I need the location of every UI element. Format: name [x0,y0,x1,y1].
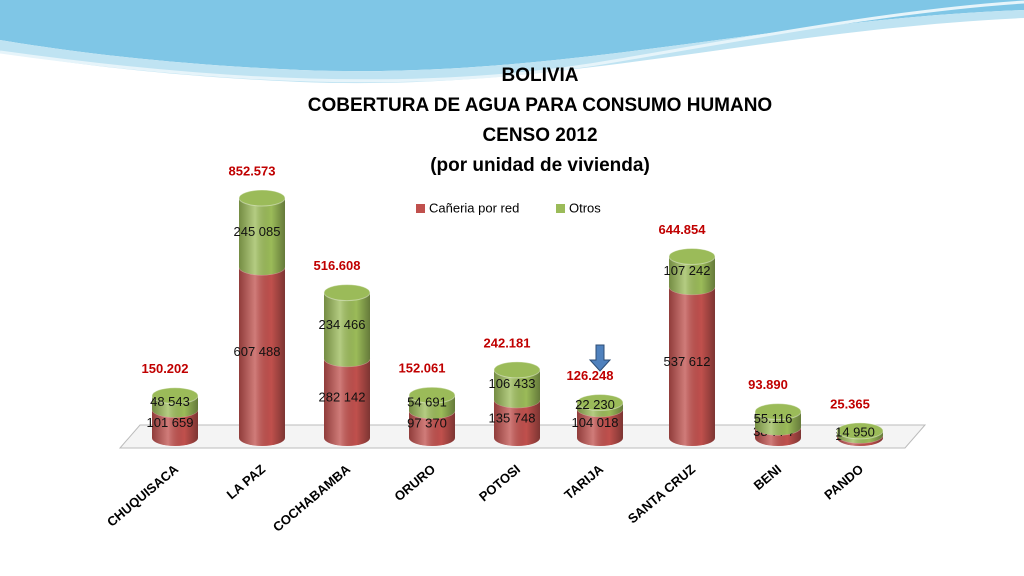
bar-cap [754,403,802,421]
total-label: 25.365 [830,396,870,411]
arrow [588,344,612,372]
chart-title: COBERTURA DE AGUA PARA CONSUMO HUMANO [308,95,772,116]
total-label: 152.061 [399,361,446,376]
x-tick-label: TARIJA [561,461,606,502]
bar-cap [323,284,371,302]
bar-shade [324,292,370,367]
value-label: 54 691 [407,394,447,409]
value-label: 107 242 [664,263,711,278]
x-tick-label: CHUQUISACA [104,461,182,530]
value-label: 106 433 [489,376,536,391]
value-label: 245 085 [234,224,281,239]
legend-label: Cañeria por red [429,200,519,215]
value-label: 135 748 [489,410,536,425]
bar-cap [836,422,884,440]
x-tick-label: LA PAZ [224,461,269,502]
value-label: 607 488 [234,344,281,359]
value-label: 234 466 [319,317,366,332]
bar-shade [152,409,198,446]
x-tick-label: BENI [751,461,784,492]
bar-shade [494,369,540,408]
value-label: 48 543 [150,394,190,409]
bar-cap [668,247,716,265]
total-label: 852.573 [229,163,276,178]
value-label: 101 659 [147,415,194,430]
legend-label: Otros [569,200,601,215]
total-label: 93.890 [748,377,788,392]
bar-shade [409,410,455,446]
value-label: 22 230 [575,397,615,412]
total-label: 150.202 [142,361,189,376]
total-label: 126.248 [567,368,614,383]
x-tick-label: PANDO [821,461,866,502]
bar-cap [238,189,286,207]
legend-swatch [556,204,565,213]
bar-cap [151,387,199,405]
bar-shade [494,399,540,446]
total-label: 516.608 [314,258,361,273]
x-tick-label: ORURO [391,461,438,504]
value-label: 537 612 [664,354,711,369]
chart-title: CENSO 2012 [482,125,597,146]
bar-shade [324,358,370,446]
x-tick-label: SANTA CRUZ [625,461,698,526]
bar-shade [239,266,285,446]
chart-title: BOLIVIA [501,65,578,86]
bar-shade [577,408,623,446]
legend-swatch [416,204,425,213]
bar-shade [239,198,285,275]
x-tick-label: POTOSI [476,461,523,504]
value-label: 14 950 [835,424,875,439]
bar-shade [669,256,715,295]
value-label: 282 142 [319,390,366,405]
value-label: 104 018 [572,415,619,430]
bar-cap [576,393,624,411]
total-label: 242.181 [484,335,531,350]
bar-cap [493,361,541,379]
value-label: 97 370 [407,416,447,431]
value-label: 55.116 [754,411,793,426]
x-tick-label: COCHABAMBA [270,461,354,535]
bar-shade [669,286,715,446]
total-label: 644.854 [659,222,707,237]
chart-title: (por unidad de vivienda) [430,155,650,176]
bar-cap [408,386,456,404]
background-swoosh [0,0,1024,84]
